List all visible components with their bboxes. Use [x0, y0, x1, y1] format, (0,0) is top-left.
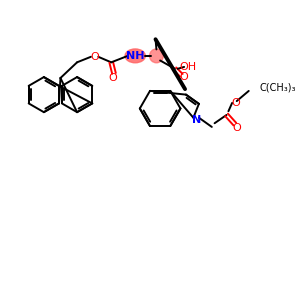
Text: O: O — [109, 73, 117, 83]
Text: O: O — [232, 123, 241, 133]
Ellipse shape — [125, 49, 146, 63]
Text: N: N — [192, 116, 202, 125]
Ellipse shape — [149, 49, 164, 63]
Text: O: O — [90, 52, 99, 62]
Text: NH: NH — [126, 51, 145, 61]
Text: C(CH₃)₃: C(CH₃)₃ — [260, 82, 296, 92]
Text: O: O — [231, 98, 240, 108]
Text: OH: OH — [179, 62, 197, 72]
Text: O: O — [180, 72, 188, 82]
